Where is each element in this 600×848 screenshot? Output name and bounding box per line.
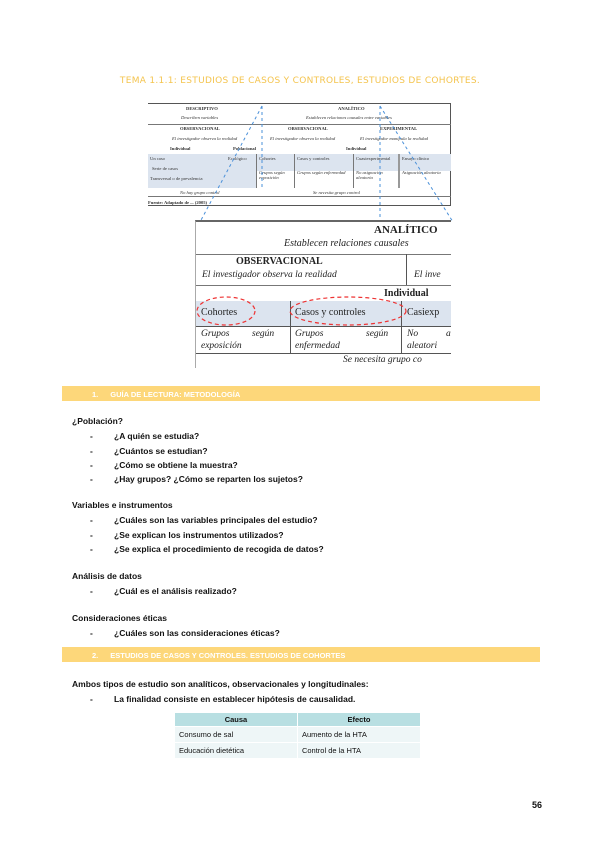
list-item: ¿Cuáles son las variables principales de… [90, 515, 318, 525]
zoom-casos: Casos y controles [295, 307, 366, 318]
zoom-a: a [446, 329, 451, 339]
zoom-g2b: según [366, 329, 389, 339]
fig-control: Se necesita grupo control [313, 190, 360, 195]
zoom-inve: El inve [414, 270, 441, 280]
zoom-guide-lines [199, 105, 454, 223]
table-row: Educación dietética Control de la HTA [175, 742, 422, 758]
classification-figure: DESCRIPTIVO Describen variables ANALÍTIC… [148, 103, 451, 206]
zoom-casiexp: Casiexp [407, 307, 440, 318]
fig-observacional-anal: OBSERVACIONAL [288, 126, 328, 131]
fig-describen: Describen variables [181, 115, 219, 120]
zoom-g2c: enfermedad [295, 341, 340, 351]
list-item: ¿Se explica el procedimiento de recogida… [90, 544, 324, 554]
fig-establecen: Establecen relaciones causales entre var… [306, 115, 392, 120]
fig-transversal: Transversal o de prevalencia [150, 176, 203, 181]
list-item: ¿Se explican los instrumentos utilizados… [90, 530, 284, 540]
zoom-observa: El investigador observa la realidad [202, 270, 337, 280]
intro-text: Ambos tipos de estudio son analíticos, o… [72, 679, 369, 689]
list-item: La finalidad consiste en establecer hipó… [90, 694, 355, 704]
cause-effect-table: Causa Efecto Consumo de sal Aumento de la … [175, 713, 422, 758]
section-number: 1. [92, 390, 99, 399]
heading-eticas: Consideraciones éticas [72, 613, 167, 623]
zoom-g1c: exposición [201, 341, 242, 351]
col-causa: Causa [175, 713, 298, 727]
fig-individual-1: Individual [170, 146, 191, 151]
zoom-observacional: OBSERVACIONAL [236, 256, 323, 267]
fig-individual-2: Individual [346, 146, 367, 151]
fig-fuente: Fuente: Adaptado de ... (2005) [148, 200, 208, 205]
list-item: ¿Cómo se obtiene la muestra? [90, 460, 238, 470]
section-label: GUÍA DE LECTURA: METODOLOGÍA [110, 390, 241, 399]
fig-analitico: ANALÍTICO [338, 106, 365, 111]
zoom-aleatori: aleatori [407, 341, 438, 351]
fig-g-exp: Grupos según exposición [259, 170, 285, 180]
fig-poblacional: Poblacional [233, 146, 256, 151]
cell: Aumento de la HTA [297, 726, 422, 743]
zoom-individual: Individual [384, 288, 429, 299]
zoom-g1a: Grupos [201, 329, 230, 339]
zoom-cohortes: Cohortes [201, 307, 238, 318]
zoom-control: Se necesita grupo co [343, 355, 422, 365]
list-item: ¿Hay grupos? ¿Cómo se reparten los sujet… [90, 474, 303, 484]
zoomed-figure: ANALÍTICO Establecen relaciones causales… [195, 220, 451, 368]
cell: Consumo de sal [175, 726, 298, 743]
list-item: ¿Cuáles son las consideraciones éticas? [90, 628, 280, 638]
fig-cuasi: Cuasiexperimental [356, 156, 391, 161]
col-efecto: Efecto [297, 713, 422, 727]
list-item: ¿Cuántos se estudian? [90, 446, 208, 456]
heading-variables: Variables e instrumentos [72, 500, 173, 510]
fig-serie: Serie de casos [152, 166, 179, 171]
cell: Control de la HTA [297, 742, 422, 758]
section-header-1: 1. GUÍA DE LECTURA: METODOLOGÍA [62, 386, 540, 401]
table-row: Consumo de sal Aumento de la HTA [175, 726, 422, 743]
zoom-analitico: ANALÍTICO [374, 224, 438, 236]
heading-poblacion: ¿Población? [72, 416, 123, 426]
zoom-establecen: Establecen relaciones causales [284, 238, 409, 249]
fig-no-asig: No asignación aleatoria [356, 170, 383, 180]
fig-descriptivo: DESCRIPTIVO [186, 106, 218, 111]
fig-manipula: El investigador manipula la realidad [360, 136, 428, 141]
fig-un-caso: Un caso [150, 156, 165, 161]
section-header-2: 2. ESTUDIOS DE CASOS Y CONTROLES. ESTUDIO… [62, 647, 540, 662]
fig-experimental: EXPERIMENTAL [380, 126, 418, 131]
zoom-g2a: Grupos [295, 329, 324, 339]
fig-cohortes: Cohortes [259, 156, 276, 161]
fig-no-control: No hay grupo control [180, 190, 220, 195]
section-label: ESTUDIOS DE CASOS Y CONTROLES. ESTUDIOS … [110, 651, 346, 660]
zoom-g1b: según [252, 329, 275, 339]
page-title: TEMA 1.1.1: ESTUDIOS DE CASOS Y CONTROLE… [119, 76, 481, 86]
zoom-no: No [407, 329, 419, 339]
heading-analisis: Análisis de datos [72, 571, 142, 581]
fig-casos: Casos y controles [297, 156, 330, 161]
red-dashed-circles [196, 296, 407, 326]
cell: Educación dietética [175, 742, 298, 758]
section-number: 2. [92, 651, 99, 660]
fig-observa-1: El investigador observa la realidad [172, 136, 238, 141]
page-number: 56 [531, 800, 542, 810]
list-item: ¿A quién se estudia? [90, 431, 199, 441]
fig-g-enf: Grupos según enfermedad [297, 170, 346, 175]
fig-ecologico: Ecológico [228, 156, 247, 161]
fig-observacional-desc: OBSERVACIONAL [180, 126, 220, 131]
fig-observa-2: El investigador observa la realidad [270, 136, 336, 141]
list-item: ¿Cuál es el análisis realizado? [90, 586, 237, 596]
fig-ensayo: Ensayo clínico [402, 156, 430, 161]
